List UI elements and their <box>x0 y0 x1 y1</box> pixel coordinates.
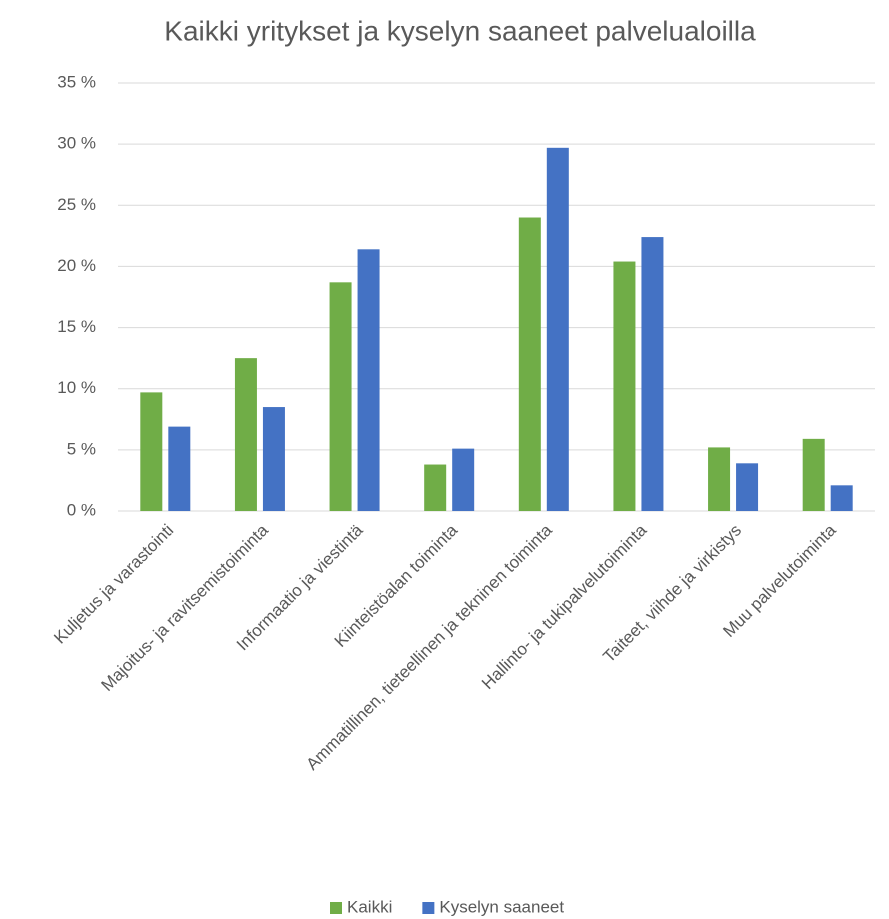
y-tick-label: 30 % <box>57 134 96 153</box>
bar <box>262 407 285 511</box>
bar <box>546 147 569 511</box>
bar <box>168 426 191 511</box>
bar <box>518 217 541 511</box>
bar <box>830 485 853 511</box>
bar <box>140 392 163 511</box>
bar <box>234 358 257 511</box>
bar <box>613 261 636 511</box>
x-tick-label: Majoitus- ja ravitsemistoiminta <box>98 520 273 695</box>
y-tick-label: 10 % <box>57 378 96 397</box>
bar <box>357 249 380 511</box>
bar <box>424 464 447 511</box>
y-tick-label: 0 % <box>67 500 96 519</box>
bar <box>452 448 475 511</box>
y-tick-label: 35 % <box>57 72 96 91</box>
y-tick-label: 20 % <box>57 256 96 275</box>
x-tick-label: Hallinto- ja tukipalvelutoiminta <box>478 520 651 693</box>
legend-label: Kyselyn saaneet <box>439 897 564 916</box>
chart-title: Kaikki yritykset ja kyselyn saaneet palv… <box>164 15 756 46</box>
bar <box>641 237 664 511</box>
y-tick-label: 5 % <box>67 439 96 458</box>
legend-swatch <box>422 902 435 914</box>
legend-swatch <box>330 902 342 914</box>
y-tick-label: 25 % <box>57 195 96 214</box>
bar <box>736 463 759 511</box>
bar <box>708 447 731 511</box>
bar <box>802 438 825 511</box>
legend-label: Kaikki <box>347 897 392 916</box>
bar <box>329 282 352 511</box>
y-tick-label: 15 % <box>57 317 96 336</box>
